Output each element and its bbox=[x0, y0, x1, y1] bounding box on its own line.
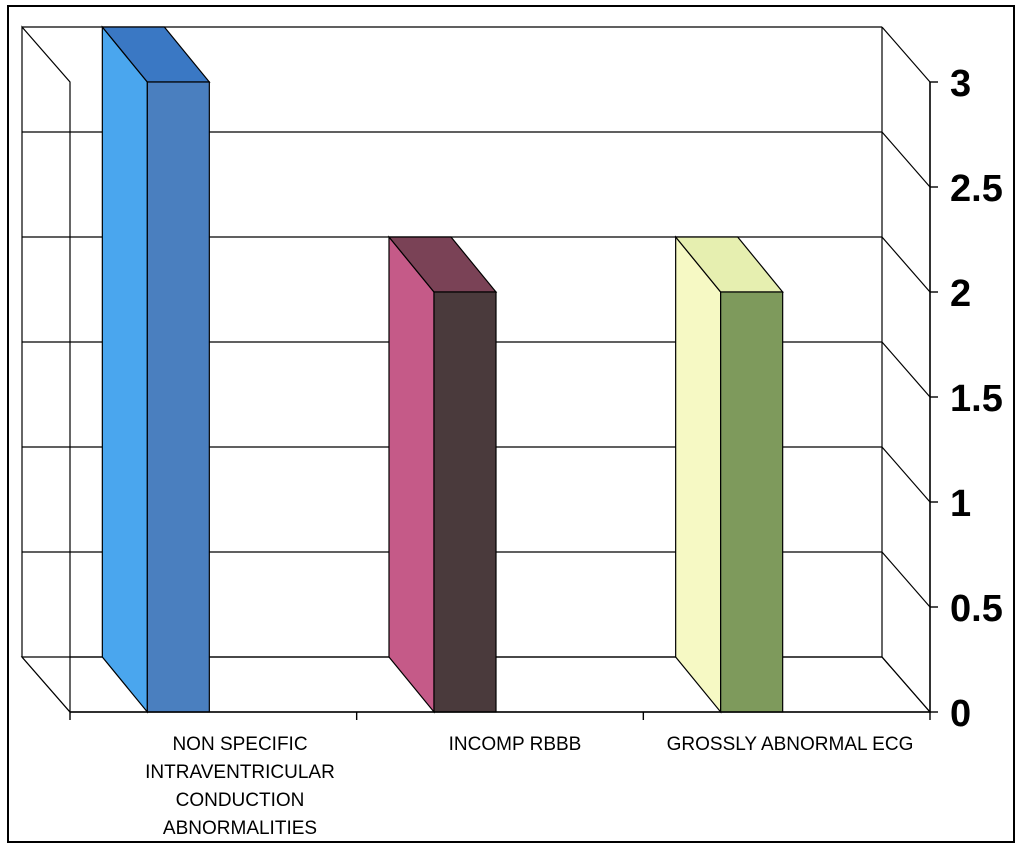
gridline-depth bbox=[881, 551, 931, 608]
x-category-label-line: GROSSLY ABNORMAL ECG bbox=[667, 734, 914, 755]
x-category-label: NON SPECIFIC INTRAVENTRICULAR CONDUCTION AB… bbox=[145, 734, 335, 839]
y-tick-label: 1.5 bbox=[950, 378, 1003, 420]
x-category-label-line: INTRAVENTRICULAR bbox=[145, 762, 335, 783]
gridline-depth bbox=[881, 131, 931, 188]
x-category-label: INCOMP RBBB bbox=[449, 734, 582, 755]
bar-side-face bbox=[675, 235, 722, 714]
y-tick-label: 1 bbox=[950, 483, 971, 525]
x-axis-categories: NON SPECIFIC INTRAVENTRICULAR CONDUCTION AB… bbox=[145, 734, 913, 839]
y-tick-label: 3 bbox=[950, 63, 971, 105]
y-tick-label: 2.5 bbox=[950, 168, 1003, 210]
x-category-label-line: CONDUCTION bbox=[176, 790, 305, 811]
x-category-label-line: NON SPECIFIC bbox=[172, 734, 307, 755]
y-tick-label: 0.5 bbox=[950, 588, 1003, 630]
gridline-depth bbox=[881, 341, 931, 398]
bar-front-face bbox=[146, 81, 210, 713]
y-axis-ticks: 0 0.5 1 1.5 2 2.5 3 bbox=[930, 63, 1003, 735]
y-tick-label: 2 bbox=[950, 273, 971, 315]
bar-front-face bbox=[720, 291, 784, 713]
bar-side-face bbox=[101, 25, 148, 714]
gridline-depth bbox=[881, 656, 931, 713]
gridline-depth bbox=[881, 446, 931, 503]
x-category-label: GROSSLY ABNORMAL ECG bbox=[667, 734, 914, 755]
bars bbox=[101, 25, 784, 714]
x-category-label-line: ABNORMALITIES bbox=[163, 818, 317, 839]
bar bbox=[674, 235, 784, 714]
bar-front-face bbox=[433, 291, 497, 713]
x-category-label-line: INCOMP RBBB bbox=[449, 734, 582, 755]
bar-side-face bbox=[388, 235, 435, 714]
gridline-depth bbox=[881, 26, 931, 83]
y-tick-label: 0 bbox=[950, 693, 971, 735]
chart-left-wall bbox=[21, 25, 71, 714]
gridline-depth bbox=[881, 236, 931, 293]
chart-frame bbox=[7, 5, 1015, 843]
bar bbox=[101, 25, 211, 714]
bar bbox=[387, 235, 498, 714]
